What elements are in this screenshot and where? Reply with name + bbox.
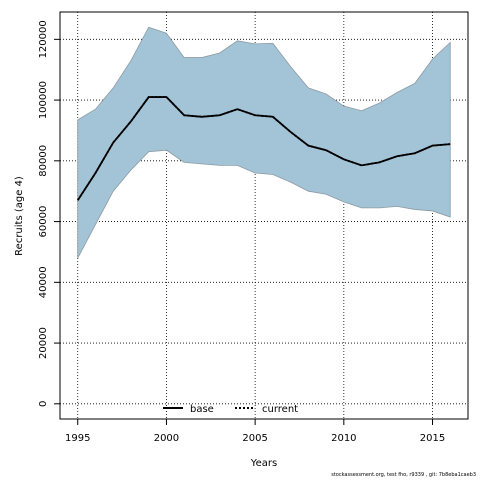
series-line-current (76, 96, 451, 201)
footer-note: stockassessment.org, test fho, r9339 , g… (331, 472, 476, 478)
y-tick-label: 80000 (38, 145, 49, 177)
confidence-band (77, 26, 451, 259)
x-tick-label: 2010 (331, 433, 356, 444)
series-lines (76, 96, 451, 201)
y-tick-label: 100000 (38, 81, 49, 119)
plot-frame (59, 11, 469, 420)
y-tick-label: 60000 (38, 206, 49, 238)
y-tick-label: 0 (38, 401, 49, 407)
legend-label-base: base (190, 404, 214, 415)
legend-label-current: current (262, 404, 298, 415)
x-tick-label: 2015 (420, 433, 445, 444)
x-tick-label: 1995 (65, 433, 90, 444)
x-axis-title: Years (250, 458, 277, 469)
y-tick-label: 40000 (38, 266, 49, 298)
y-tick-label: 120000 (38, 20, 49, 58)
legend: base current (163, 404, 298, 415)
x-tick-label: 2005 (242, 433, 267, 444)
x-tick-label: 2000 (154, 433, 179, 444)
y-axis-title: Recruits (age 4) (14, 176, 25, 256)
y-axis: 0 20000 40000 60000 80000 100000 120000 (38, 20, 60, 407)
y-tick-label: 20000 (38, 327, 49, 359)
x-axis: 1995 2000 2005 2010 2015 (65, 419, 445, 444)
